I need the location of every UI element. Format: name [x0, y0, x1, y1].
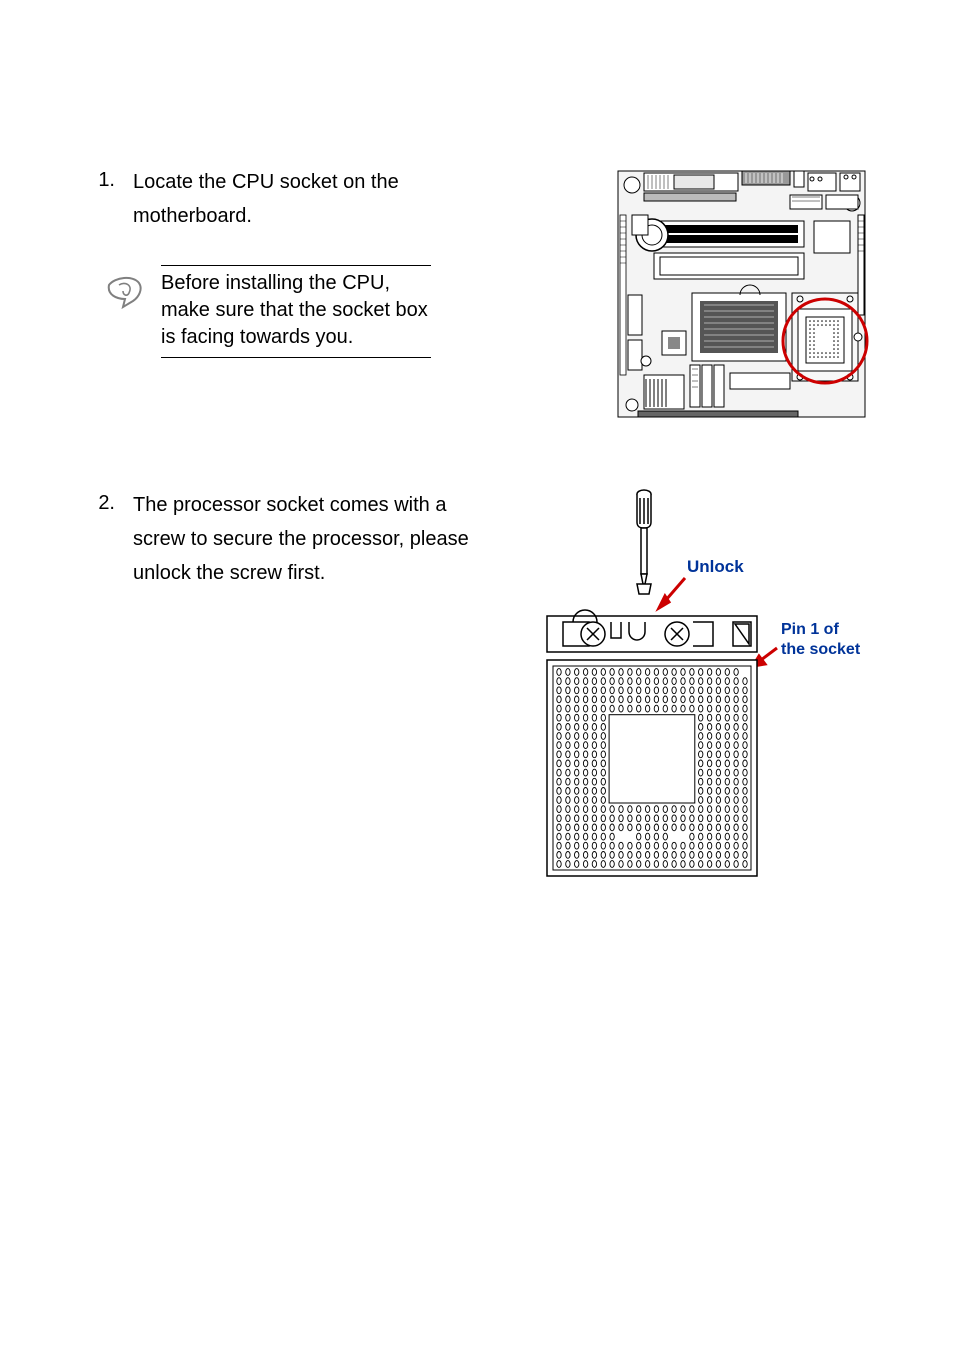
- note-text: Before installing the CPU, make sure tha…: [161, 270, 431, 351]
- step-body: The processor socket comes with a screw …: [115, 488, 489, 590]
- note-box: Before installing the CPU, make sure tha…: [161, 265, 431, 358]
- pin1-label-line2: the socket: [781, 641, 861, 658]
- step-text: Locate the CPU socket on the motherboard…: [133, 165, 473, 233]
- socket-figure: Unlock Pin 1 of the socket: [529, 488, 869, 893]
- step-number: 2.: [85, 488, 115, 518]
- note-row: Before installing the CPU, make sure tha…: [103, 265, 614, 358]
- pin1-label-line1: Pin 1 of: [781, 621, 839, 638]
- motherboard-figure: [614, 165, 869, 428]
- step-1: 1. Locate the CPU socket on the motherbo…: [85, 165, 869, 428]
- step-number: 1.: [85, 165, 115, 195]
- note-icon: [103, 265, 161, 316]
- step-2: 2. The processor socket comes with a scr…: [85, 488, 869, 893]
- step-body: Locate the CPU socket on the motherboard…: [115, 165, 614, 358]
- unlock-label: Unlock: [687, 557, 744, 576]
- step-text: The processor socket comes with a screw …: [133, 488, 489, 590]
